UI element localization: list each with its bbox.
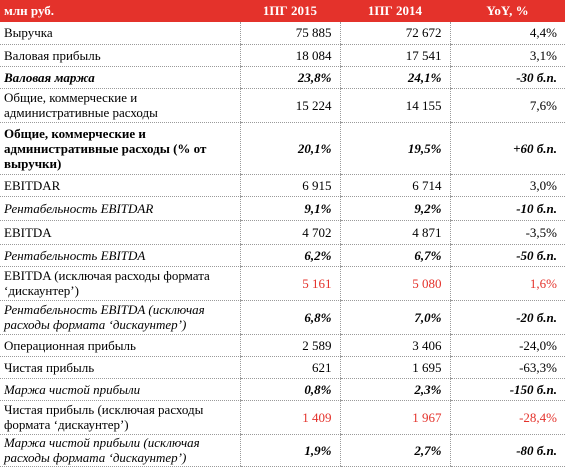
value-cell: 7,6%: [449, 88, 565, 123]
value-cell: 3,1%: [449, 44, 565, 67]
table-row: Выручка 75 885 72 672 4,4%: [0, 22, 565, 45]
value-cell: 14 155: [339, 88, 450, 123]
value-cell: 9,1%: [239, 196, 340, 221]
table-body: Выручка 75 885 72 672 4,4% Валовая прибыль 18…: [0, 22, 565, 467]
row-label: Рентабельность EBITDA: [0, 244, 240, 267]
row-label: Чистая прибыль (исключая расходы формата…: [0, 400, 240, 435]
table-row: EBITDA 4 702 4 871 -3,5%: [0, 220, 565, 245]
value-cell: 18 084: [239, 44, 340, 67]
table-row: EBITDA (исключая расходы формата ‘дискау…: [0, 266, 565, 301]
value-cell: -80 б.п.: [449, 434, 565, 467]
table-row: Валовая прибыль 18 084 17 541 3,1%: [0, 44, 565, 67]
value-cell: 2,7%: [339, 434, 450, 467]
row-label: EBITDA: [0, 220, 240, 245]
table-row: Чистая прибыль 621 1 695 -63,3%: [0, 356, 565, 379]
row-label: Маржа чистой прибыли (исключая расходы ф…: [0, 434, 240, 467]
table-row: Маржа чистой прибыли 0,8% 2,3% -150 б.п.: [0, 378, 565, 401]
value-cell: -150 б.п.: [449, 378, 565, 401]
table-row: EBITDAR 6 915 6 714 3,0%: [0, 174, 565, 197]
value-cell: -20 б.п.: [449, 300, 565, 335]
value-cell: 2 589: [239, 334, 340, 357]
value-cell: 72 672: [339, 22, 450, 45]
value-cell: 1 409: [239, 400, 340, 435]
value-cell: -10 б.п.: [449, 196, 565, 221]
row-label: Рентабельность EBITDAR: [0, 196, 240, 221]
value-cell: 17 541: [339, 44, 450, 67]
header-cell: млн руб.: [0, 0, 240, 22]
value-cell: 1,6%: [449, 266, 565, 301]
value-cell: 6,2%: [239, 244, 340, 267]
row-label: Маржа чистой прибыли: [0, 378, 240, 401]
header-cell: 1ПГ 2015: [240, 0, 340, 22]
table-row: Чистая прибыль (исключая расходы формата…: [0, 400, 565, 435]
table-row: Рентабельность EBITDAR 9,1% 9,2% -10 б.п.: [0, 196, 565, 221]
value-cell: 75 885: [239, 22, 340, 45]
value-cell: 20,1%: [239, 122, 340, 175]
value-cell: 5 161: [239, 266, 340, 301]
row-label: EBITDA (исключая расходы формата ‘дискау…: [0, 266, 240, 301]
value-cell: -50 б.п.: [449, 244, 565, 267]
value-cell: 4 871: [339, 220, 450, 245]
value-cell: 6 714: [339, 174, 450, 197]
row-label: Чистая прибыль: [0, 356, 240, 379]
value-cell: -63,3%: [449, 356, 565, 379]
value-cell: 1 967: [339, 400, 450, 435]
row-label: Валовая маржа: [0, 66, 240, 89]
row-label: EBITDAR: [0, 174, 240, 197]
value-cell: 23,8%: [239, 66, 340, 89]
table-row: Рентабельность EBITDA (исключая расходы …: [0, 300, 565, 335]
value-cell: 4 702: [239, 220, 340, 245]
value-cell: 7,0%: [339, 300, 450, 335]
value-cell: 6,7%: [339, 244, 450, 267]
table-row: Общие, коммерческие и административные р…: [0, 88, 565, 123]
header-cell: 1ПГ 2014: [340, 0, 450, 22]
value-cell: -30 б.п.: [449, 66, 565, 89]
value-cell: 4,4%: [449, 22, 565, 45]
value-cell: 6,8%: [239, 300, 340, 335]
value-cell: 1,9%: [239, 434, 340, 467]
row-label: Выручка: [0, 22, 240, 45]
row-label: Общие, коммерческие и административные р…: [0, 122, 240, 175]
value-cell: -24,0%: [449, 334, 565, 357]
table-row: Общие, коммерческие и административные р…: [0, 122, 565, 175]
row-label: Рентабельность EBITDA (исключая расходы …: [0, 300, 240, 335]
value-cell: +60 б.п.: [449, 122, 565, 175]
table-row: Рентабельность EBITDA 6,2% 6,7% -50 б.п.: [0, 244, 565, 267]
value-cell: 15 224: [239, 88, 340, 123]
value-cell: 0,8%: [239, 378, 340, 401]
value-cell: 621: [239, 356, 340, 379]
header-row: млн руб. 1ПГ 2015 1ПГ 2014 YoY, %: [0, 0, 565, 22]
row-label: Валовая прибыль: [0, 44, 240, 67]
row-label: Общие, коммерческие и административные р…: [0, 88, 240, 123]
value-cell: 6 915: [239, 174, 340, 197]
row-label: Операционная прибыль: [0, 334, 240, 357]
value-cell: 5 080: [339, 266, 450, 301]
value-cell: 9,2%: [339, 196, 450, 221]
value-cell: 3,0%: [449, 174, 565, 197]
value-cell: -3,5%: [449, 220, 565, 245]
table-row: Маржа чистой прибыли (исключая расходы ф…: [0, 434, 565, 467]
table-row: Операционная прибыль 2 589 3 406 -24,0%: [0, 334, 565, 357]
header-cell: YoY, %: [450, 0, 565, 22]
value-cell: 24,1%: [339, 66, 450, 89]
value-cell: 2,3%: [339, 378, 450, 401]
table-row: Валовая маржа 23,8% 24,1% -30 б.п.: [0, 66, 565, 89]
value-cell: -28,4%: [449, 400, 565, 435]
value-cell: 1 695: [339, 356, 450, 379]
value-cell: 3 406: [339, 334, 450, 357]
value-cell: 19,5%: [339, 122, 450, 175]
